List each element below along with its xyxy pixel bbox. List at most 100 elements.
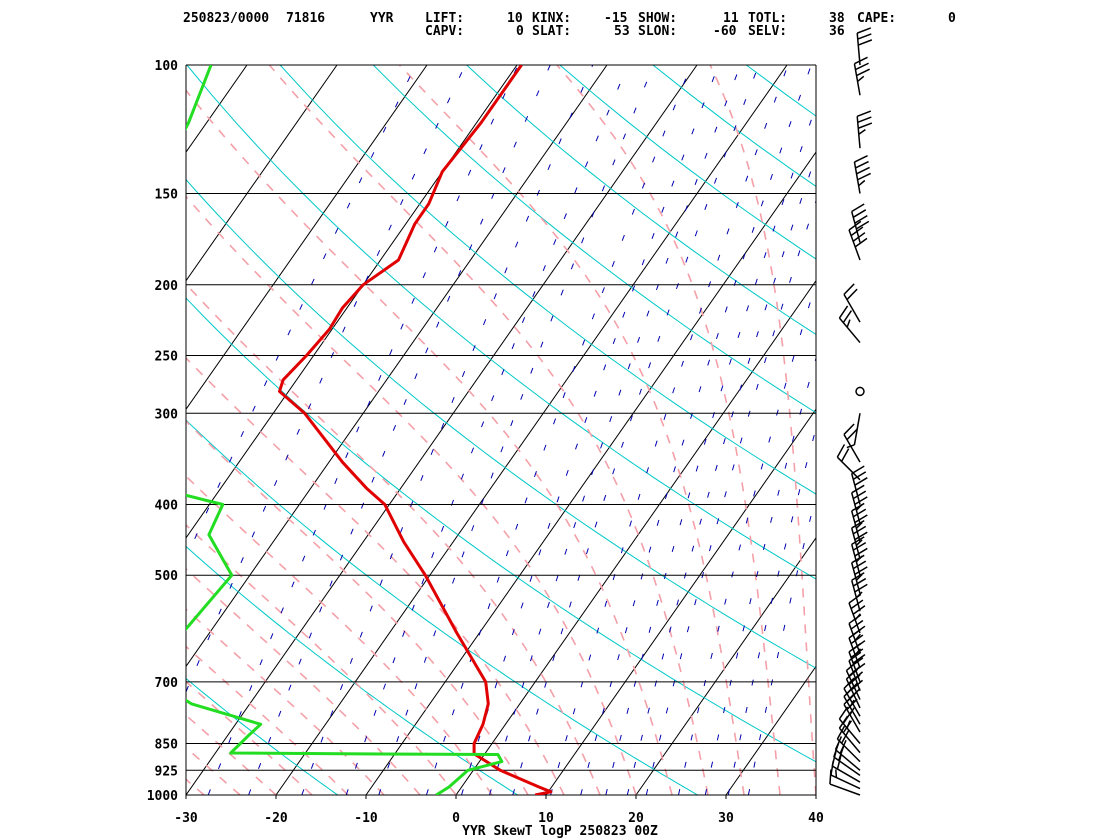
dry-adiabat-line: [559, 65, 816, 260]
header-field: 71816: [286, 11, 325, 26]
wind-barb: [843, 423, 861, 463]
isotherm-line: [186, 65, 428, 411]
moist-adiabat-line: [186, 356, 565, 795]
header-field: SHOW:: [638, 11, 677, 26]
dry-adiabat-line: [186, 178, 816, 669]
pressure-tick-label: 500: [155, 569, 179, 584]
isobars: [185, 64, 817, 796]
isotherm-line: [545, 408, 816, 795]
header-field: 250823/0000: [183, 11, 269, 26]
isotherm-line: [455, 279, 816, 795]
header-field: 11: [723, 11, 739, 26]
mixing-ratio-line: [461, 65, 720, 795]
isotherm-line: [186, 65, 338, 282]
header-field: SLAT:: [532, 24, 571, 39]
header-field: 36: [829, 24, 845, 39]
dry-adiabat-line: [466, 65, 816, 336]
moist-adiabat-line: [186, 89, 673, 795]
wind-barb: [834, 736, 861, 771]
dry-adiabat-line: [186, 297, 816, 763]
temperature-tick-labels: -30 -20 -10 0 10 20 30 40: [174, 795, 824, 826]
mixing-ratio-line: [186, 65, 417, 560]
pressure-tick-label: 850: [155, 737, 179, 752]
pressure-tick-label: 250: [155, 349, 179, 364]
wind-barb: [855, 386, 865, 397]
temperature-tick-label: 40: [808, 811, 824, 826]
mixing-ratio-line: [378, 65, 655, 795]
wind-barb: [838, 706, 861, 744]
wind-barb: [850, 572, 868, 612]
dry-adiabat-line: [279, 65, 816, 495]
pressure-tick-label: 150: [155, 188, 179, 203]
mixing-ratio-line: [580, 65, 812, 795]
header-line-1: 250823/0000 71816 YYR LIFT: 10 KINX: -15 SHOW: 1…: [183, 11, 956, 26]
isotherm-line: [186, 65, 518, 539]
isotherm-line: [0, 65, 67, 795]
mixing-ratio-line: [605, 105, 816, 795]
wind-barb: [856, 27, 873, 66]
isotherm-line: [186, 65, 698, 795]
header-field: 0: [516, 24, 524, 39]
pressure-tick-label: 100: [155, 59, 179, 74]
wind-barb: [848, 614, 866, 654]
moist-adiabat-line: [0, 65, 96, 795]
moist-adiabat-line: [186, 746, 241, 795]
moist-adiabat-line: [186, 475, 493, 795]
mixing-ratio-line: [425, 65, 692, 795]
moist-adiabat-line: [268, 65, 709, 795]
wind-barb: [850, 465, 868, 505]
header-field: LIFT:: [425, 11, 464, 26]
mixing-ratio-line: [345, 65, 629, 795]
header-field: -15: [604, 11, 627, 26]
chart-footer-title: YYR SkewT logP 250823 00Z: [462, 824, 658, 839]
mixing-ratio-line: [747, 494, 816, 795]
header-field: CAPV:: [425, 24, 464, 39]
wind-barb: [850, 519, 868, 560]
isotherm-line: [0, 65, 157, 795]
header-field: SLON:: [638, 24, 677, 39]
moist-adiabat-line: [398, 65, 745, 795]
header-field: KINX:: [532, 11, 571, 26]
header-field: -60: [713, 24, 737, 39]
dry-adiabat-line: [0, 65, 158, 795]
mixing-ratio-line: [489, 65, 741, 795]
moist-adiabat-line: [186, 714, 277, 795]
temperature-tick-label: 20: [628, 811, 644, 826]
header-field: SELV:: [748, 24, 787, 39]
sounding-profiles: [186, 65, 553, 795]
dry-adiabat-line: [652, 65, 816, 187]
isotherm-line: [365, 151, 816, 795]
mixing-ratio-line: [207, 65, 519, 795]
dewpoint-profile-line: [186, 65, 504, 795]
isotherm-line: [815, 794, 816, 795]
isotherm-line: [275, 65, 788, 795]
wind-barbs: [829, 27, 873, 796]
wind-barb: [850, 484, 868, 524]
header-field: YYR: [370, 11, 394, 26]
temperature-tick-label: -10: [354, 811, 378, 826]
moist-adiabat-line: [0, 65, 132, 795]
mixing-ratio-line: [645, 199, 816, 795]
header-field: 0: [948, 11, 956, 26]
pressure-tick-label: 1000: [147, 789, 178, 804]
wind-barb: [836, 444, 861, 481]
pressure-tick-label: 200: [155, 279, 179, 294]
wind-barb: [836, 725, 861, 763]
pressure-tick-label: 300: [155, 407, 179, 422]
isotherm-line: [186, 65, 248, 154]
mixing-ratio-line: [248, 65, 551, 795]
pressure-tick-label: 700: [155, 676, 179, 691]
wind-barb: [850, 203, 870, 243]
wind-barb: [853, 56, 870, 96]
header-field: TOTL:: [748, 11, 787, 26]
dry-adiabat-line: [186, 65, 816, 580]
temperature-tick-label: -30: [174, 811, 198, 826]
moist-adiabat-line: [186, 419, 529, 795]
pressure-tick-labels: 100 150 200 250 300 400 500 700 850 925 1000: [147, 59, 178, 804]
mixing-ratio-line: [550, 65, 789, 795]
mixing-ratio-line: [301, 65, 594, 795]
header-field: 38: [829, 11, 845, 26]
header-line-2: CAPV: 0 SLAT: 53 SLON: -60 SELV: 36: [425, 24, 845, 39]
isotherm-line: [725, 665, 816, 795]
